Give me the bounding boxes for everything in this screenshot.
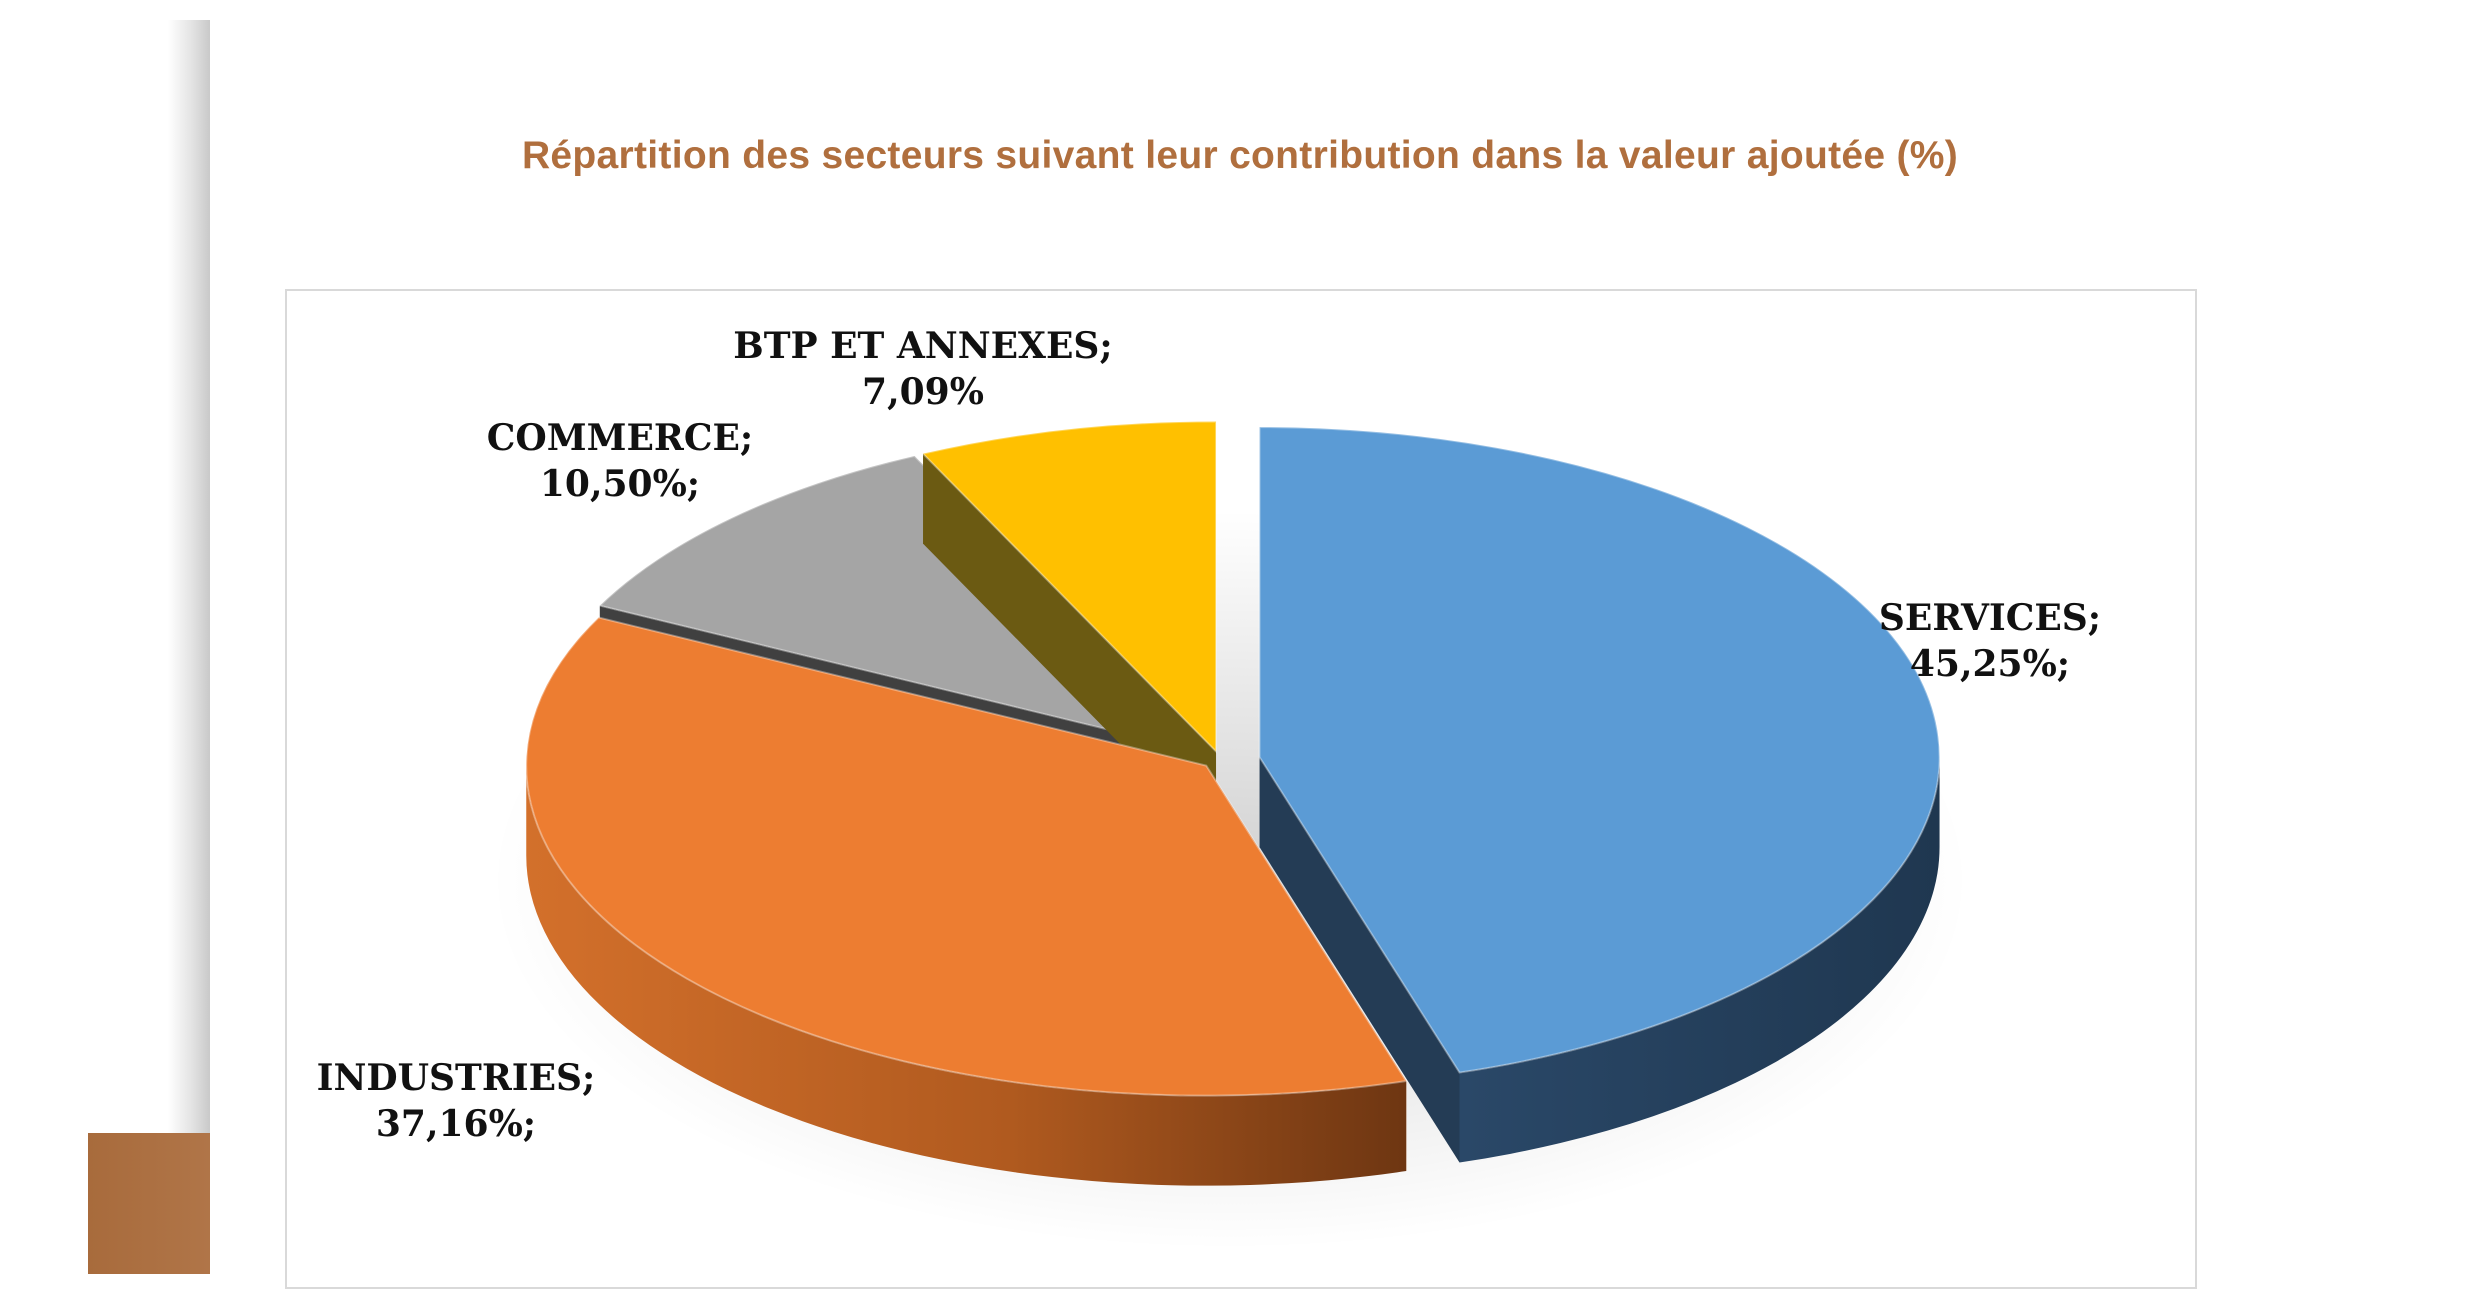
pie-slice-btp-et-annexes [921,420,1218,842]
pie-slice-side [1459,757,1940,1163]
pie-slice-cut-face [923,453,1217,842]
data-label-btp-et-annexes: BTP ET ANNEXES; 7,09% [733,325,1112,413]
data-label-industries: INDUSTRIES; 37,16%; [317,1057,596,1145]
page-edge-shadow [168,20,210,1274]
pie-slice-top [525,616,1408,1097]
pie-slice-top [1258,426,1941,1074]
chart-title: Répartition des secteurs suivant leur co… [521,134,1959,177]
decorative-brown-block [88,1133,210,1274]
pie-slice-top [921,420,1218,754]
pie-slice-services [1258,426,1941,1163]
data-label-services: SERVICES; 45,25%; [1879,597,2101,685]
pie-slice-top [597,454,1211,756]
pie-slice-cut-face [1259,757,1460,1163]
pie-slice-industries [525,616,1408,1186]
pie-slice-side [526,765,1407,1186]
data-label-commerce: COMMERCE; 10,50%; [487,417,753,505]
